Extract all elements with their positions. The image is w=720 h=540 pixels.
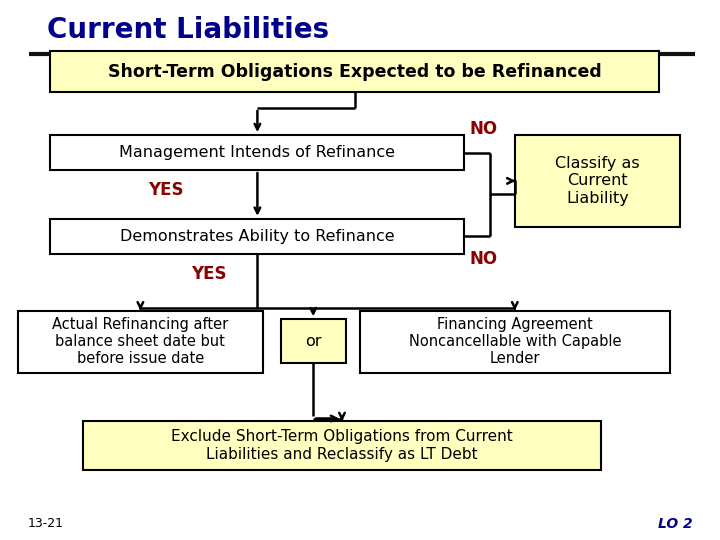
Text: LO 2: LO 2 [658, 517, 693, 531]
Text: Actual Refinancing after
balance sheet date but
before issue date: Actual Refinancing after balance sheet d… [53, 316, 228, 367]
Text: NO: NO [469, 249, 498, 268]
FancyBboxPatch shape [281, 319, 346, 363]
FancyBboxPatch shape [18, 310, 263, 373]
Text: 13-21: 13-21 [27, 517, 63, 530]
Text: YES: YES [148, 181, 184, 199]
Text: Demonstrates Ability to Refinance: Demonstrates Ability to Refinance [120, 229, 395, 244]
Text: Classify as
Current
Liability: Classify as Current Liability [555, 156, 640, 206]
Text: or: or [305, 334, 321, 349]
FancyBboxPatch shape [83, 421, 601, 470]
Text: NO: NO [469, 119, 498, 138]
FancyBboxPatch shape [50, 219, 464, 254]
Text: Financing Agreement
Noncancellable with Capable
Lender: Financing Agreement Noncancellable with … [408, 316, 621, 367]
Text: Exclude Short-Term Obligations from Current
Liabilities and Reclassify as LT Deb: Exclude Short-Term Obligations from Curr… [171, 429, 513, 462]
Text: Current Liabilities: Current Liabilities [47, 16, 329, 44]
FancyBboxPatch shape [360, 310, 670, 373]
Text: YES: YES [191, 265, 227, 283]
FancyBboxPatch shape [50, 135, 464, 170]
Text: Short-Term Obligations Expected to be Refinanced: Short-Term Obligations Expected to be Re… [108, 63, 601, 80]
Text: Management Intends of Refinance: Management Intends of Refinance [120, 145, 395, 160]
FancyBboxPatch shape [50, 51, 659, 92]
FancyBboxPatch shape [515, 135, 680, 227]
